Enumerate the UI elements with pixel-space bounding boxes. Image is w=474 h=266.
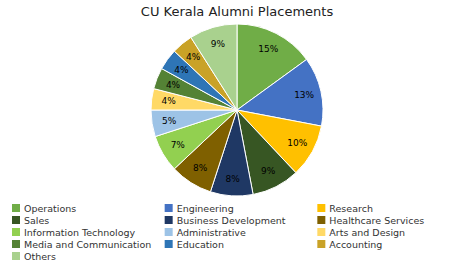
legend-swatch <box>12 252 20 260</box>
data-label: 13% <box>294 90 314 100</box>
legend: Operations Engineering Research Sales Busine… <box>12 203 424 262</box>
data-label: 5% <box>162 116 177 126</box>
legend-label: Education <box>177 239 224 250</box>
title: CU Kerala Alumni Placements <box>141 4 334 19</box>
slice <box>151 110 237 137</box>
legend-label: Media and Communication <box>24 239 151 250</box>
data-label: 4% <box>162 96 177 106</box>
legend-swatch <box>12 240 20 248</box>
legend-swatch <box>317 240 325 248</box>
data-label: 9% <box>211 39 226 49</box>
data-label: 9% <box>261 166 276 176</box>
legend-swatch <box>165 228 173 236</box>
data-labels: 15% 13% 10% 9% 8% 8% 7% 5% 4% 4% 4% 4% 9% <box>162 39 315 184</box>
legend-swatch <box>12 216 20 224</box>
legend-label: Healthcare Services <box>329 215 424 226</box>
legend-swatch <box>165 216 173 224</box>
legend-label: Accounting <box>329 239 382 250</box>
legend-label: Sales <box>24 215 49 226</box>
legend-label: Administrative <box>177 227 246 238</box>
chart: CU Kerala Alumni Placements 15% 13% 10% 9% 8%… <box>0 0 474 266</box>
data-label: 10% <box>287 138 307 148</box>
slice <box>191 24 237 110</box>
data-label: 4% <box>186 52 201 62</box>
legend-swatch <box>165 240 173 248</box>
legend-label: Engineering <box>177 203 234 214</box>
legend-label: Research <box>329 203 373 214</box>
legend-swatch <box>12 228 20 236</box>
data-label: 8% <box>226 174 241 184</box>
legend-label: Arts and Design <box>329 227 405 238</box>
legend-swatch <box>165 204 173 212</box>
legend-label: Operations <box>24 203 76 214</box>
legend-swatch <box>12 204 20 212</box>
data-label: 4% <box>166 80 181 90</box>
legend-swatch <box>317 216 325 224</box>
pie <box>151 24 323 196</box>
legend-swatch <box>317 204 325 212</box>
data-label: 15% <box>258 44 278 54</box>
legend-swatch <box>317 228 325 236</box>
data-label: 8% <box>193 163 208 173</box>
data-label: 7% <box>171 140 186 150</box>
legend-label: Others <box>24 251 56 262</box>
legend-label: Business Development <box>177 215 286 226</box>
legend-label: Information Technology <box>24 227 136 238</box>
data-label: 4% <box>174 65 189 75</box>
